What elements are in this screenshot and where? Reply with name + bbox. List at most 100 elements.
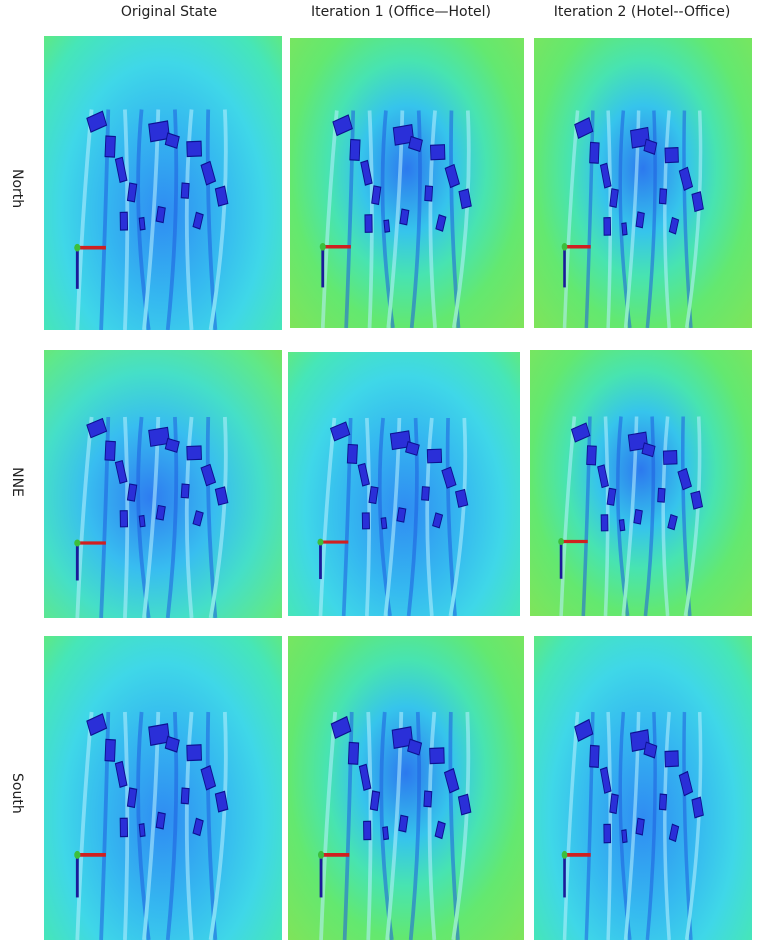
streak	[208, 711, 228, 940]
wake-streaks	[320, 110, 471, 328]
building	[444, 163, 460, 189]
building	[426, 448, 443, 464]
building	[329, 421, 351, 442]
wake-streaks	[75, 711, 228, 940]
axis-origin	[74, 539, 81, 547]
building	[609, 793, 619, 815]
building	[349, 138, 361, 161]
buildings	[86, 713, 229, 838]
building	[192, 510, 204, 527]
building	[126, 182, 138, 203]
building	[382, 826, 390, 841]
building	[363, 820, 372, 841]
building	[630, 126, 651, 149]
building	[678, 770, 694, 797]
building	[396, 507, 407, 523]
streak	[75, 711, 94, 940]
building	[126, 483, 138, 502]
building	[368, 486, 379, 505]
flow-field	[74, 109, 229, 330]
axis-glyph	[558, 538, 588, 579]
building	[441, 466, 457, 489]
building	[389, 430, 412, 451]
buildings	[86, 110, 229, 231]
building	[148, 120, 171, 143]
streak	[584, 110, 595, 328]
wake-streaks	[562, 110, 703, 328]
buildings	[329, 421, 469, 530]
building	[455, 488, 469, 508]
streak	[645, 110, 657, 328]
buildings	[570, 422, 704, 532]
streak	[184, 109, 194, 330]
building	[657, 487, 666, 503]
streak	[581, 416, 592, 616]
axis-glyph	[74, 243, 106, 289]
flow-field	[317, 417, 469, 616]
building	[658, 188, 668, 205]
building	[435, 214, 447, 232]
building	[618, 518, 626, 532]
building	[643, 138, 658, 155]
streak	[208, 109, 228, 330]
streak	[165, 416, 179, 618]
streak	[427, 711, 437, 940]
building	[332, 114, 353, 137]
building	[627, 431, 649, 452]
building	[429, 747, 445, 765]
streak	[606, 110, 613, 328]
simulation-image	[44, 636, 282, 940]
building	[603, 823, 612, 844]
flow-field	[317, 711, 472, 940]
building	[86, 110, 108, 133]
flow-field	[74, 416, 229, 618]
building	[392, 123, 415, 146]
building	[423, 790, 433, 808]
streak	[584, 711, 595, 940]
building	[155, 205, 166, 224]
building	[119, 211, 129, 231]
building	[114, 459, 128, 485]
building	[399, 208, 410, 226]
building	[667, 514, 678, 531]
simulation-image	[530, 350, 752, 616]
building	[104, 135, 116, 158]
building	[633, 508, 643, 525]
flow-field	[319, 110, 472, 328]
wake-streaks	[559, 416, 702, 616]
building	[574, 718, 594, 742]
streak	[409, 110, 422, 328]
building	[662, 449, 678, 465]
building	[668, 216, 680, 235]
streak	[406, 417, 419, 616]
flow-field	[558, 416, 704, 616]
streak	[683, 416, 702, 616]
building	[383, 219, 391, 233]
building	[432, 512, 444, 529]
buildings	[86, 417, 229, 528]
building	[458, 188, 472, 210]
streak	[603, 416, 610, 616]
building	[434, 820, 446, 840]
building	[155, 504, 166, 521]
wake-streaks	[75, 416, 228, 618]
streak	[559, 416, 577, 616]
streak	[99, 711, 111, 940]
building	[192, 211, 204, 230]
streak	[408, 711, 422, 940]
building	[200, 160, 217, 186]
axis-origin	[317, 538, 324, 546]
wake-streaks	[562, 711, 703, 940]
building	[570, 422, 591, 443]
building	[405, 441, 420, 456]
axis-glyph	[561, 850, 591, 898]
building	[347, 741, 360, 765]
building	[641, 442, 656, 458]
building	[600, 514, 609, 532]
streak	[165, 109, 179, 330]
building	[164, 132, 180, 149]
simulation-image	[44, 36, 282, 330]
streak	[448, 417, 468, 616]
streak	[451, 711, 471, 940]
building	[668, 823, 680, 843]
